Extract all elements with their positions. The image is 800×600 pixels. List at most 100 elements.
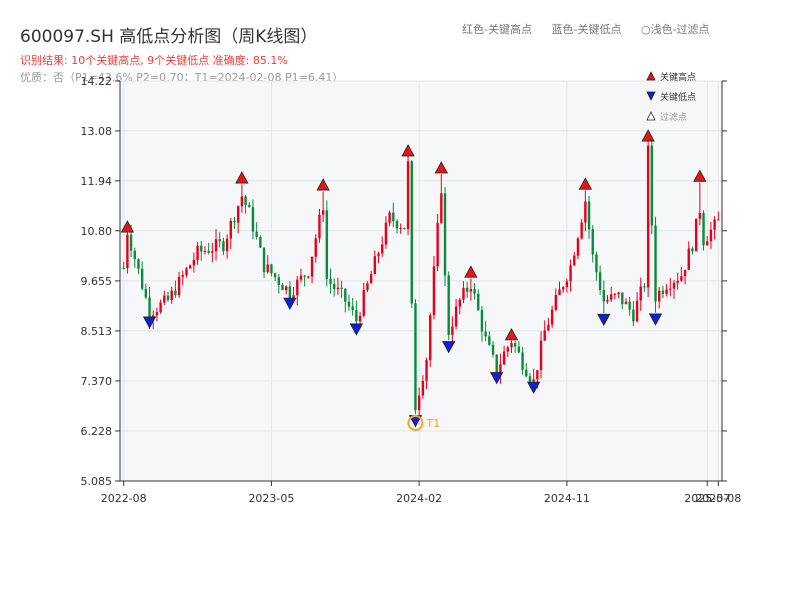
candle [521, 347, 524, 375]
candle-body [362, 290, 365, 316]
candle-body [650, 145, 654, 226]
candle-body [174, 290, 177, 296]
candle [181, 270, 184, 286]
legend-low-label: 关键低点 [660, 92, 697, 103]
candle [488, 331, 491, 346]
key-high-marker [641, 129, 655, 142]
candle [576, 236, 580, 260]
candle-body [595, 254, 598, 273]
candle [373, 250, 377, 275]
candle [307, 275, 310, 279]
candle-body [277, 277, 281, 285]
legend-high[interactable]: 关键高点 [646, 66, 696, 86]
candle-body [214, 239, 218, 252]
candle [554, 288, 558, 312]
candle [617, 291, 620, 299]
candle [333, 278, 336, 297]
candle [377, 251, 380, 264]
candle [203, 246, 207, 255]
candle [284, 285, 288, 295]
candle-body [447, 275, 450, 335]
candle [717, 211, 720, 221]
candle [262, 247, 266, 279]
candle [388, 210, 391, 227]
candle-body [296, 279, 299, 296]
candle [347, 294, 351, 311]
candle [510, 340, 513, 354]
candle-body [399, 228, 402, 230]
candle-body [610, 294, 613, 300]
candle-body [658, 290, 661, 302]
legend-low[interactable]: 关键低点 [646, 86, 696, 106]
candle [406, 156, 410, 236]
candle [248, 202, 251, 208]
candle-body [355, 310, 358, 322]
top-legend: 红色-关键高点 蓝色-关键低点 ○浅色-过滤点 [462, 21, 726, 37]
candle [196, 242, 199, 265]
candle [296, 275, 299, 306]
marker-legend: 关键高点 关键低点 过滤点 [646, 66, 696, 126]
candle-body [713, 219, 716, 230]
key-high-marker [434, 161, 448, 174]
candle-body [329, 278, 332, 284]
candle [646, 138, 650, 297]
candle-body [510, 343, 513, 348]
candle-body [170, 290, 173, 301]
candle-body [554, 295, 558, 310]
candle-body [270, 264, 273, 274]
candle-body [373, 256, 377, 275]
candle [369, 270, 373, 284]
candle [366, 281, 369, 293]
candle [477, 289, 480, 312]
candle-body [137, 259, 140, 269]
candle-body [706, 241, 709, 246]
candle-body [222, 241, 225, 252]
candle [270, 263, 273, 277]
candle-body [661, 290, 665, 294]
candle-body [709, 229, 713, 242]
candle-body [333, 283, 336, 289]
candle-body [454, 306, 458, 327]
candle-body [694, 218, 698, 252]
candle [303, 274, 306, 287]
candle [137, 258, 140, 275]
candle-body [273, 273, 277, 278]
candle-body [502, 351, 506, 365]
candle-body [310, 256, 314, 277]
key-low-marker [349, 323, 364, 336]
candle-body [624, 301, 628, 305]
candle [462, 281, 465, 304]
red-triangle-icon [646, 71, 656, 81]
candle-body [440, 193, 443, 223]
candle-body [406, 161, 410, 229]
candle-body [621, 292, 624, 305]
candle-body [248, 204, 251, 208]
legend-filtered[interactable]: 过滤点 [646, 106, 696, 126]
candle [259, 235, 262, 248]
candle-body [539, 340, 543, 371]
candle-body [381, 244, 384, 254]
candle [417, 387, 421, 420]
candle [133, 247, 136, 268]
candle-body [436, 222, 439, 267]
candle-body [414, 303, 417, 411]
candle-body [613, 294, 617, 296]
candle-body [425, 360, 428, 382]
candle [281, 283, 284, 291]
candle-body [569, 265, 572, 282]
candle [222, 237, 225, 256]
candle [192, 252, 196, 273]
candle [166, 291, 170, 302]
candle-body [669, 288, 672, 290]
candle-body [163, 295, 166, 303]
candle-body [395, 221, 399, 229]
candle-body [159, 302, 162, 313]
candle-body [691, 248, 694, 252]
candle-body [628, 301, 631, 310]
candle [277, 273, 281, 294]
candle [632, 301, 635, 327]
candle [329, 268, 332, 294]
key-low-marker [648, 313, 663, 326]
candle-body [687, 248, 690, 270]
candle-body [632, 309, 635, 322]
